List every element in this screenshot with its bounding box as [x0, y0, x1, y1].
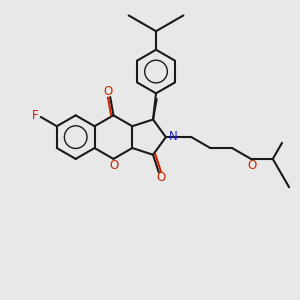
Text: O: O	[247, 159, 256, 172]
Text: O: O	[103, 85, 113, 98]
Text: O: O	[110, 159, 119, 172]
Text: O: O	[156, 170, 165, 184]
Text: N: N	[168, 130, 177, 142]
Text: F: F	[32, 110, 38, 122]
